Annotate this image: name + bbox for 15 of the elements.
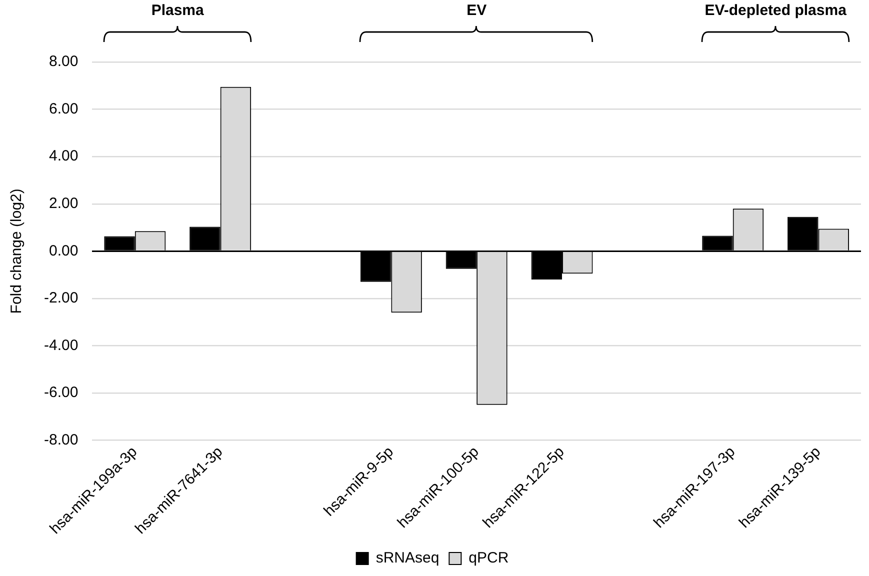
y-tick-label: 2.00 [48, 195, 78, 212]
y-tick-label: -8.00 [44, 431, 78, 448]
y-tick-label: 8.00 [48, 53, 78, 70]
text: EV [466, 2, 488, 19]
y-tick-label: -2.00 [44, 290, 78, 307]
y-tick-label: 4.00 [48, 148, 78, 165]
y-tick-label: -4.00 [44, 336, 78, 354]
legend-label: sRNAseq [376, 550, 440, 567]
text: Plasma [150, 2, 205, 19]
y-axis-title: Fold change (log2) [8, 188, 26, 314]
text: EV-depleted plasma [704, 2, 848, 19]
legend-label: qPCR [468, 550, 509, 567]
y-tick-label: 6.00 [48, 100, 78, 118]
y-tick-label: -6.00 [44, 384, 78, 402]
y-tick-label: 0.00 [48, 242, 78, 260]
